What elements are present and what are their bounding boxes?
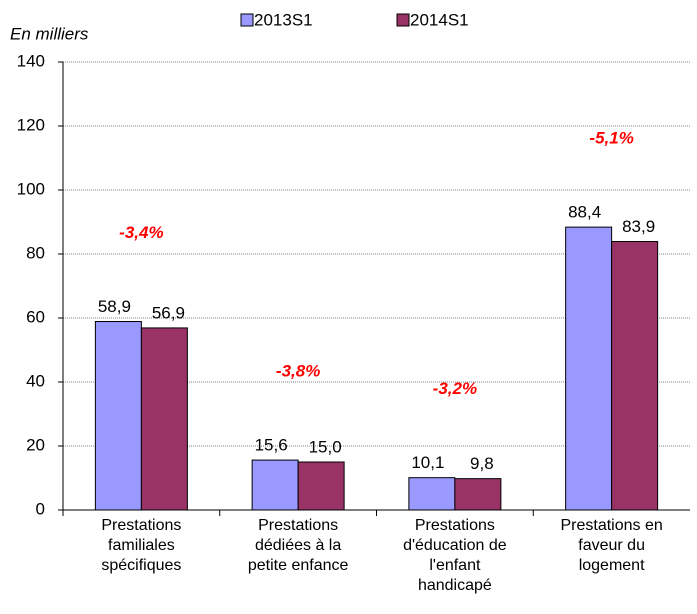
x-tick-label: Prestations en faveur du logement xyxy=(560,517,663,574)
bar xyxy=(94,321,142,511)
x-tick-label: Prestations d'éducation de l'enfant hand… xyxy=(403,517,507,594)
data-label: 88,4 xyxy=(568,203,601,222)
bar xyxy=(611,241,659,511)
y-tick-label: 120 xyxy=(17,115,45,134)
bar xyxy=(140,327,188,511)
data-label: 58,9 xyxy=(98,297,131,316)
bar xyxy=(454,478,502,511)
data-label: 9,8 xyxy=(470,454,494,473)
legend-swatch xyxy=(396,13,410,27)
y-tick-label: 140 xyxy=(17,51,45,70)
y-tick-label: 100 xyxy=(17,179,45,198)
bar xyxy=(408,477,456,511)
bar xyxy=(251,459,299,511)
y-axis-label: En milliers xyxy=(10,24,89,43)
bar xyxy=(565,226,613,511)
data-label: 15,6 xyxy=(255,436,288,455)
legend-label: 2013S1 xyxy=(254,10,313,29)
y-tick-label: 80 xyxy=(26,243,45,262)
y-tick-label: 20 xyxy=(26,435,45,454)
y-tick-label: 60 xyxy=(26,307,45,326)
y-tick-label: 40 xyxy=(26,371,45,390)
data-label: 15,0 xyxy=(309,437,342,456)
data-label: 83,9 xyxy=(622,217,655,236)
legend-swatch xyxy=(240,13,254,27)
legend-label: 2014S1 xyxy=(410,10,469,29)
annotation: -5,1% xyxy=(589,129,633,148)
x-tick-label: Prestations dédiées à la petite enfance xyxy=(247,517,349,574)
data-label: 56,9 xyxy=(152,303,185,322)
annotation: -3,2% xyxy=(433,379,477,398)
x-tick-label: Prestations familiales spécifiques xyxy=(101,517,182,574)
bar xyxy=(297,461,345,511)
y-tick-label: 0 xyxy=(36,499,45,518)
annotation: -3,4% xyxy=(119,223,163,242)
data-label: 10,1 xyxy=(411,453,444,472)
annotation: -3,8% xyxy=(276,362,320,381)
